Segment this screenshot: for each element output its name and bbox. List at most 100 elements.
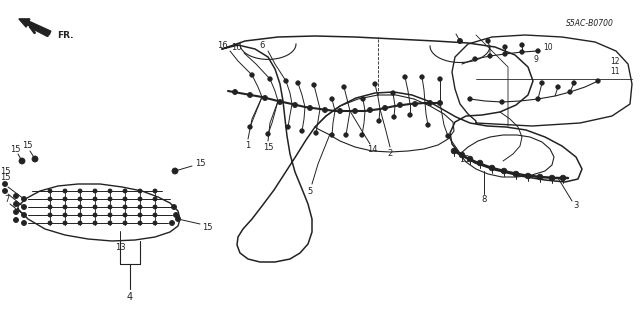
Circle shape [525,173,531,179]
Circle shape [22,212,26,218]
Circle shape [520,50,524,54]
Text: 9: 9 [534,55,538,63]
Circle shape [173,212,179,218]
Circle shape [248,93,253,98]
Circle shape [451,148,457,154]
Circle shape [537,174,543,180]
Circle shape [153,189,157,193]
Text: 7: 7 [4,195,10,204]
Circle shape [408,113,412,117]
Circle shape [123,189,127,193]
Text: 15: 15 [263,143,273,152]
Circle shape [13,218,19,222]
Circle shape [426,123,430,127]
Text: 15: 15 [202,222,212,232]
Circle shape [3,189,8,194]
FancyArrow shape [19,19,51,35]
Circle shape [78,197,82,201]
Circle shape [286,125,290,129]
Text: 16: 16 [217,41,227,50]
Text: 4: 4 [127,292,133,302]
Circle shape [108,205,112,209]
Circle shape [250,73,254,77]
Circle shape [596,79,600,83]
Circle shape [13,194,19,198]
Circle shape [540,81,544,85]
Circle shape [460,152,465,158]
Circle shape [391,91,396,95]
Circle shape [138,221,142,225]
Text: 16: 16 [230,42,241,51]
Circle shape [153,221,157,225]
Circle shape [477,160,483,166]
Circle shape [361,97,365,101]
Circle shape [22,220,26,226]
Circle shape [314,131,318,135]
Circle shape [486,39,490,43]
Circle shape [560,175,566,181]
Circle shape [3,182,8,187]
Circle shape [330,97,334,101]
Circle shape [48,213,52,217]
Circle shape [63,197,67,201]
Circle shape [78,221,82,225]
Circle shape [292,102,298,108]
Circle shape [48,221,52,225]
Circle shape [468,97,472,101]
Circle shape [372,82,377,86]
Text: 12: 12 [611,56,620,65]
Circle shape [48,189,52,193]
Text: 8: 8 [481,195,486,204]
Circle shape [467,156,473,162]
Circle shape [123,197,127,201]
Circle shape [93,189,97,193]
Circle shape [93,205,97,209]
Circle shape [232,90,237,94]
Circle shape [428,100,433,106]
Circle shape [500,100,504,104]
Circle shape [138,189,142,193]
Circle shape [138,213,142,217]
Circle shape [413,101,417,107]
Circle shape [153,205,157,209]
Circle shape [312,83,316,87]
Circle shape [284,79,288,83]
Text: 6: 6 [259,41,265,50]
Circle shape [572,81,576,85]
Circle shape [108,197,112,201]
Circle shape [489,165,495,171]
Circle shape [367,108,372,113]
Circle shape [473,57,477,61]
Text: 15: 15 [0,167,10,175]
Circle shape [123,205,127,209]
Circle shape [458,39,463,43]
Circle shape [78,189,82,193]
Circle shape [337,108,342,114]
Circle shape [536,49,540,53]
Circle shape [307,106,312,110]
Circle shape [438,100,442,106]
Circle shape [63,221,67,225]
Circle shape [93,213,97,217]
Circle shape [63,189,67,193]
Text: FR.: FR. [57,32,73,41]
Circle shape [175,217,180,221]
Circle shape [153,197,157,201]
Circle shape [503,52,507,56]
Circle shape [13,202,19,206]
Circle shape [549,175,555,181]
Circle shape [342,85,346,89]
Circle shape [153,213,157,217]
Circle shape [323,108,328,113]
Text: 15: 15 [459,154,469,164]
Circle shape [296,81,300,85]
Text: 14: 14 [367,145,377,154]
Circle shape [392,115,396,119]
Circle shape [501,168,507,174]
Circle shape [19,158,25,164]
Circle shape [266,132,270,136]
Circle shape [344,133,348,137]
Circle shape [48,205,52,209]
Circle shape [138,197,142,201]
Circle shape [48,197,52,201]
